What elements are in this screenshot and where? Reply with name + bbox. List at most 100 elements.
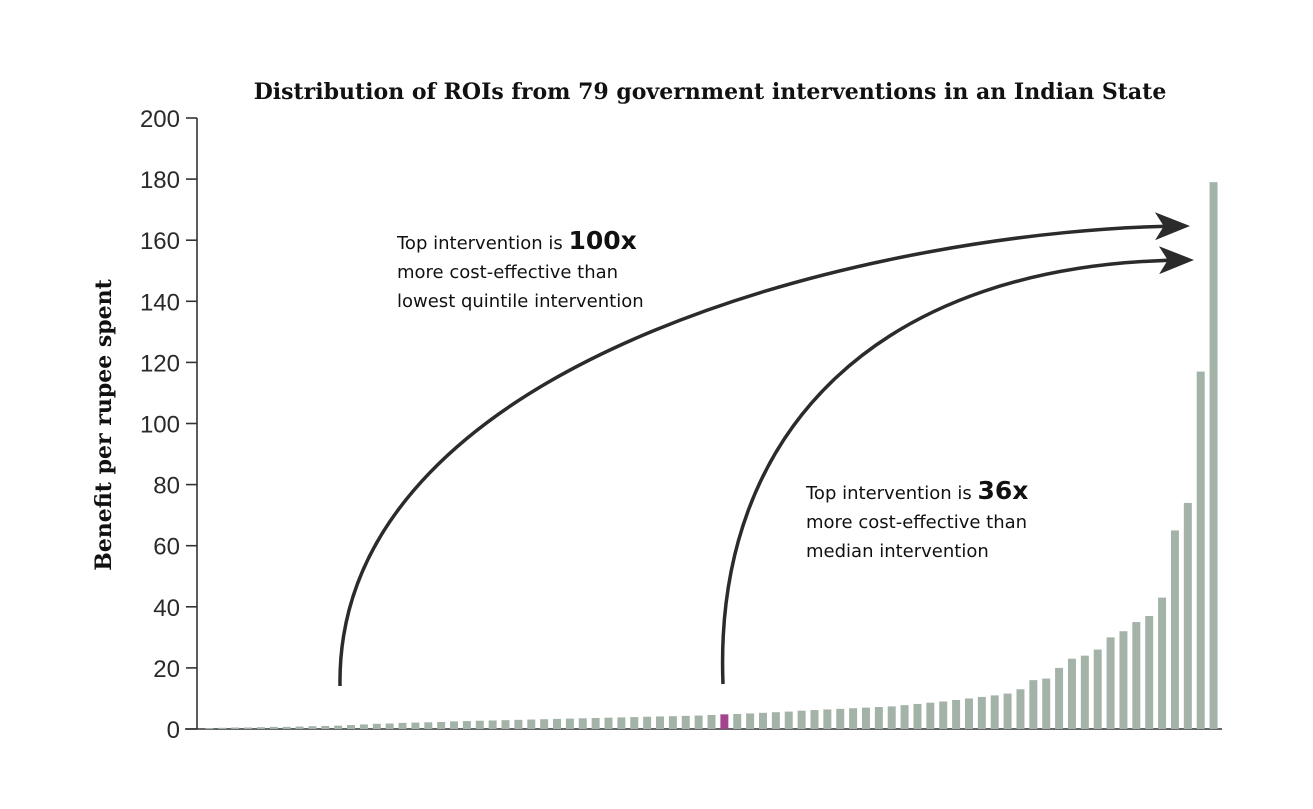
bar <box>1158 597 1167 729</box>
bar <box>1093 649 1102 729</box>
bar <box>1029 680 1038 729</box>
median-bar <box>720 714 729 729</box>
y-tick-label: 80 <box>153 473 180 500</box>
bar <box>591 718 600 729</box>
annotation-quintile-line2: more cost-effective than <box>397 262 618 283</box>
bar <box>359 724 368 729</box>
annotation-quintile: Top intervention is 100x more cost-effec… <box>396 226 644 312</box>
bar <box>553 718 562 729</box>
bar-series <box>205 182 1218 730</box>
bar <box>939 701 948 729</box>
bar <box>913 703 922 729</box>
bar <box>475 720 484 729</box>
bar <box>759 712 767 729</box>
bar <box>681 715 690 729</box>
y-tick-label: 120 <box>140 350 180 377</box>
bar <box>244 727 253 729</box>
bar <box>565 718 574 729</box>
bar <box>1055 667 1064 729</box>
bar <box>694 715 703 729</box>
annotation-median-line3: median intervention <box>806 541 989 562</box>
y-tick-label: 20 <box>153 656 180 683</box>
bar <box>347 725 356 729</box>
bar <box>282 726 291 729</box>
bar <box>977 696 986 729</box>
bar <box>269 726 278 729</box>
bar <box>887 706 896 729</box>
bar <box>1145 615 1154 729</box>
bar <box>1170 530 1179 729</box>
bar <box>823 709 832 729</box>
bar <box>604 717 613 729</box>
bar <box>231 727 240 729</box>
bar <box>1016 689 1025 729</box>
y-tick-label: 200 <box>140 106 180 133</box>
bar <box>334 725 343 729</box>
bar <box>462 721 471 729</box>
bar <box>952 699 961 729</box>
annotation-median-multiplier: 36x <box>977 476 1028 505</box>
y-tick-label: 180 <box>140 167 180 194</box>
bar <box>1042 678 1051 729</box>
bar <box>849 708 858 729</box>
bar <box>1106 637 1115 729</box>
bar <box>578 718 587 729</box>
bar <box>1183 502 1192 729</box>
bar <box>385 723 394 729</box>
bar <box>514 719 523 729</box>
bar <box>990 695 999 729</box>
bar <box>488 720 497 729</box>
chart-title: Distribution of ROIs from 79 government … <box>254 79 1167 105</box>
bar <box>836 708 845 729</box>
bar <box>540 719 549 729</box>
bar <box>926 702 935 729</box>
bar <box>797 710 806 729</box>
bar <box>308 726 317 729</box>
bar <box>1067 658 1076 729</box>
bar <box>874 707 883 729</box>
annotation-quintile-prefix: Top intervention is <box>396 233 568 254</box>
bar <box>746 713 755 729</box>
bar <box>617 717 626 729</box>
bar <box>656 716 664 729</box>
bar <box>1119 631 1128 729</box>
bar <box>630 717 639 729</box>
y-tick-label: 0 <box>167 717 180 744</box>
bar <box>424 722 433 729</box>
bar <box>964 698 973 729</box>
bar <box>398 722 407 729</box>
bar <box>771 712 780 729</box>
bar <box>1132 622 1141 729</box>
bar <box>321 725 330 729</box>
bar <box>861 707 870 729</box>
bar <box>205 728 214 730</box>
bar <box>707 714 716 729</box>
y-tick-label: 40 <box>153 595 180 622</box>
bar <box>643 716 652 729</box>
y-tick-label: 60 <box>153 534 180 561</box>
bar <box>668 716 677 729</box>
bar <box>437 721 446 729</box>
bar <box>501 720 510 729</box>
arrow-quintile <box>338 212 1190 687</box>
bar <box>450 721 459 729</box>
y-tick-label: 140 <box>140 289 180 316</box>
arrow-median <box>720 246 1194 685</box>
annotation-median-line2: more cost-effective than <box>806 512 1027 533</box>
bar <box>411 722 420 729</box>
bar <box>900 705 909 729</box>
bar <box>218 727 227 729</box>
bar <box>527 719 536 729</box>
bar <box>810 710 819 729</box>
annotation-quintile-multiplier: 100x <box>568 226 636 255</box>
y-axis: 0 20 40 60 80 100 120 140 160 180 200 <box>140 106 198 744</box>
bar <box>295 726 304 729</box>
annotation-median-line1: Top intervention is 36x <box>805 476 1028 505</box>
bar <box>1080 655 1089 729</box>
bar <box>256 727 265 729</box>
y-axis-label: Benefit per rupee spent <box>91 278 117 570</box>
annotation-quintile-line1: Top intervention is 100x <box>396 226 637 255</box>
bar <box>1196 371 1205 729</box>
annotation-median-prefix: Top intervention is <box>805 483 977 504</box>
